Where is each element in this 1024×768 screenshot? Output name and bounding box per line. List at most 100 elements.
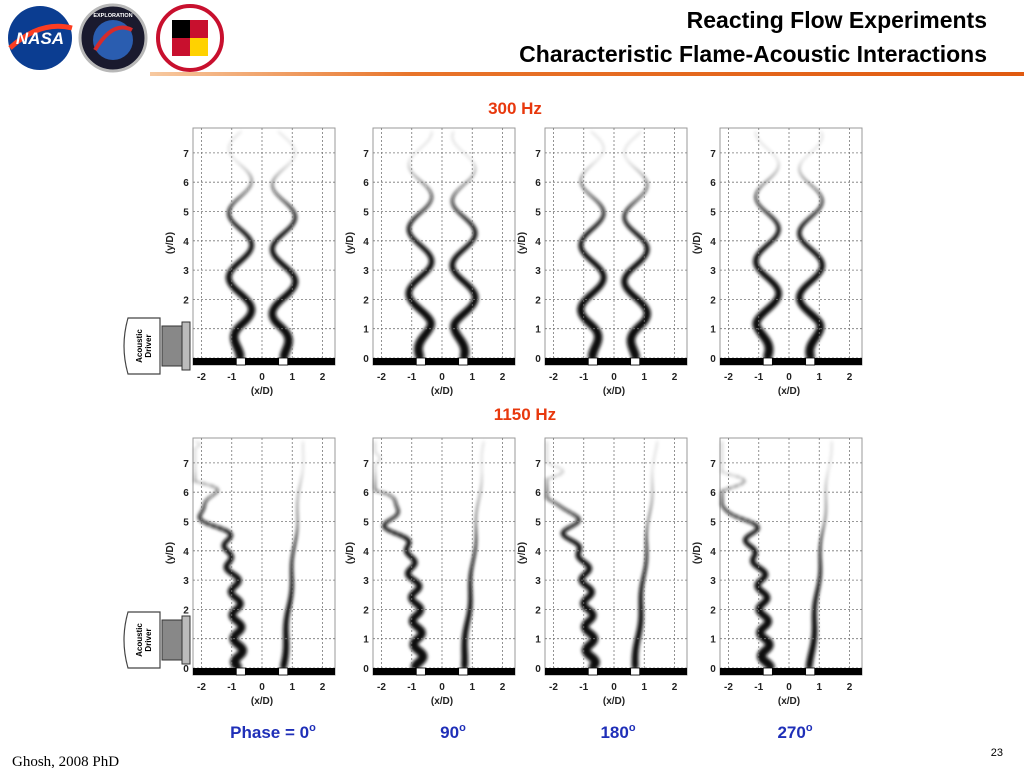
- panel-frame: [192, 127, 336, 366]
- x-tick-label: -2: [549, 682, 558, 693]
- y-axis-label: (y/D): [345, 232, 356, 254]
- flame: [373, 440, 485, 671]
- driver-label: Acoustic: [135, 623, 144, 657]
- x-tick-label: 0: [786, 682, 792, 693]
- y-tick-label: 4: [183, 237, 189, 248]
- title-line: Characteristic Flame-Acoustic Interactio…: [519, 41, 987, 67]
- row-label: 1150 Hz: [494, 405, 556, 424]
- y-tick-label: 0: [535, 664, 541, 675]
- y-tick-label: 6: [710, 178, 716, 189]
- nozzle-gap: [235, 357, 246, 366]
- flame-segment: [277, 130, 282, 135]
- x-tick-label: -2: [724, 372, 733, 383]
- driver-horn: [161, 619, 183, 661]
- y-axis-label: (y/D): [692, 542, 703, 564]
- x-tick-label: -1: [754, 682, 763, 693]
- y-tick-label: 4: [535, 547, 541, 558]
- y-tick-label: 7: [710, 149, 716, 160]
- x-tick-label: 1: [289, 372, 295, 383]
- y-tick-label: 0: [535, 354, 541, 365]
- x-tick-label: 1: [469, 682, 475, 693]
- panel-frame: [544, 437, 688, 676]
- nozzle-gap: [415, 667, 426, 676]
- y-tick-label: 3: [710, 576, 716, 587]
- x-tick-label: 1: [816, 682, 822, 693]
- y-tick-label: 1: [535, 635, 541, 646]
- driver-cone: [181, 615, 191, 665]
- phase-label: 90o: [440, 722, 466, 742]
- flame-segment: [590, 130, 595, 135]
- flame: [193, 440, 305, 671]
- y-tick-label: 0: [710, 664, 716, 675]
- y-tick-label: 0: [183, 664, 189, 675]
- nozzle-gap: [415, 357, 426, 366]
- y-tick-label: 5: [535, 208, 541, 219]
- flame-segment: [550, 463, 560, 469]
- y-tick-label: 2: [710, 295, 716, 306]
- y-tick-label: 2: [535, 295, 541, 306]
- header-rule: [150, 72, 1024, 76]
- y-axis-label: (y/D): [517, 542, 528, 564]
- nozzle-gap: [458, 357, 469, 366]
- y-tick-label: 1: [535, 325, 541, 336]
- x-axis-label: (x/D): [778, 696, 800, 707]
- nozzle-gap: [630, 357, 641, 366]
- y-tick-label: 0: [710, 354, 716, 365]
- x-tick-label: -1: [754, 372, 763, 383]
- flame-segment: [727, 473, 739, 478]
- nozzle-gap: [587, 357, 598, 366]
- nozzle-plate: [545, 668, 687, 675]
- y-tick-label: 4: [363, 237, 369, 248]
- y-tick-label: 7: [183, 149, 189, 160]
- y-tick-label: 3: [535, 576, 541, 587]
- x-tick-label: 0: [439, 372, 445, 383]
- exploration-logo: EXPLORATION: [78, 3, 148, 73]
- x-tick-label: -2: [724, 682, 733, 693]
- panel-frame: [192, 437, 336, 676]
- y-tick-label: 1: [710, 635, 716, 646]
- driver-label: Acoustic: [135, 329, 144, 363]
- x-tick-label: 0: [259, 372, 265, 383]
- y-tick-label: 4: [183, 547, 189, 558]
- x-tick-label: -2: [197, 682, 206, 693]
- nozzle-gap: [235, 667, 246, 676]
- x-axis-label: (x/D): [778, 386, 800, 397]
- y-tick-label: 7: [710, 459, 716, 470]
- driver-horn: [161, 325, 183, 367]
- acoustic-driver: Acoustic Driver: [123, 611, 191, 669]
- nasa-logo: NASA: [8, 6, 73, 70]
- flame-segment: [545, 475, 556, 481]
- nozzle-plate: [193, 668, 335, 675]
- phase-value: 90: [440, 723, 459, 742]
- nozzle-plate: [720, 358, 862, 365]
- phase-value: Phase = 0: [230, 723, 309, 742]
- x-tick-label: -1: [407, 682, 416, 693]
- x-tick-label: 0: [786, 372, 792, 383]
- nozzle-gap: [762, 667, 773, 676]
- y-tick-label: 2: [183, 295, 189, 306]
- x-tick-label: 2: [847, 372, 853, 383]
- y-tick-label: 6: [363, 488, 369, 499]
- phase-label: 270o: [777, 722, 812, 742]
- nozzle-gap: [278, 667, 289, 676]
- title-line: Reacting Flow Experiments: [687, 7, 987, 33]
- nozzle-plate: [373, 668, 515, 675]
- flame-segment: [195, 440, 201, 445]
- phase-degree: o: [629, 722, 636, 734]
- nozzle-gap: [805, 667, 816, 676]
- flame-segment: [637, 130, 642, 135]
- panel-frame: [719, 127, 863, 366]
- driver-body: [123, 317, 161, 375]
- panel-frame: [372, 127, 516, 366]
- y-tick-label: 6: [535, 488, 541, 499]
- x-tick-label: 0: [439, 682, 445, 693]
- x-axis-label: (x/D): [603, 386, 625, 397]
- y-tick-label: 4: [535, 237, 541, 248]
- y-tick-label: 6: [183, 178, 189, 189]
